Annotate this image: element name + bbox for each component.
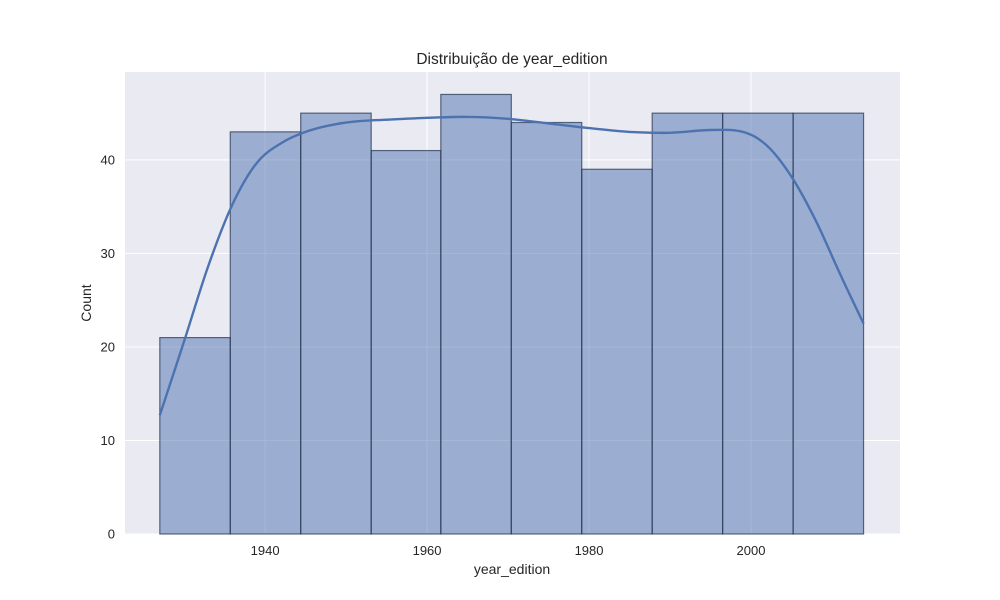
histogram-bar [229,131,302,535]
histogram-bar [300,112,372,535]
x-tick-label: 1960 [413,543,442,558]
histogram-bar [440,93,512,535]
y-tick-label: 10 [101,433,115,448]
histogram-bar [159,337,231,535]
y-tick-label: 20 [101,339,115,354]
histogram-bar [792,112,865,535]
x-tick-label: 1940 [251,543,280,558]
y-tick-label: 30 [101,246,115,261]
histogram-bar [722,112,794,535]
kde-curve [158,115,865,416]
x-axis-label: year_edition [474,561,550,577]
y-axis-ticks: 0 10 20 30 40 [101,152,115,541]
histogram-bar [581,168,653,535]
y-tick-label: 40 [101,152,115,167]
histogram-bar [651,112,724,535]
histogram-bar [370,149,442,535]
x-axis-ticks: 1940 1960 1980 2000 [251,543,766,558]
chart-title: Distribuição de year_edition [416,51,607,68]
histogram-bar [510,121,583,535]
y-tick-label: 0 [108,527,115,542]
x-tick-label: 1980 [575,543,604,558]
x-tick-label: 2000 [737,543,766,558]
histogram-bars [159,93,865,535]
y-axis-label: Count [78,284,94,321]
